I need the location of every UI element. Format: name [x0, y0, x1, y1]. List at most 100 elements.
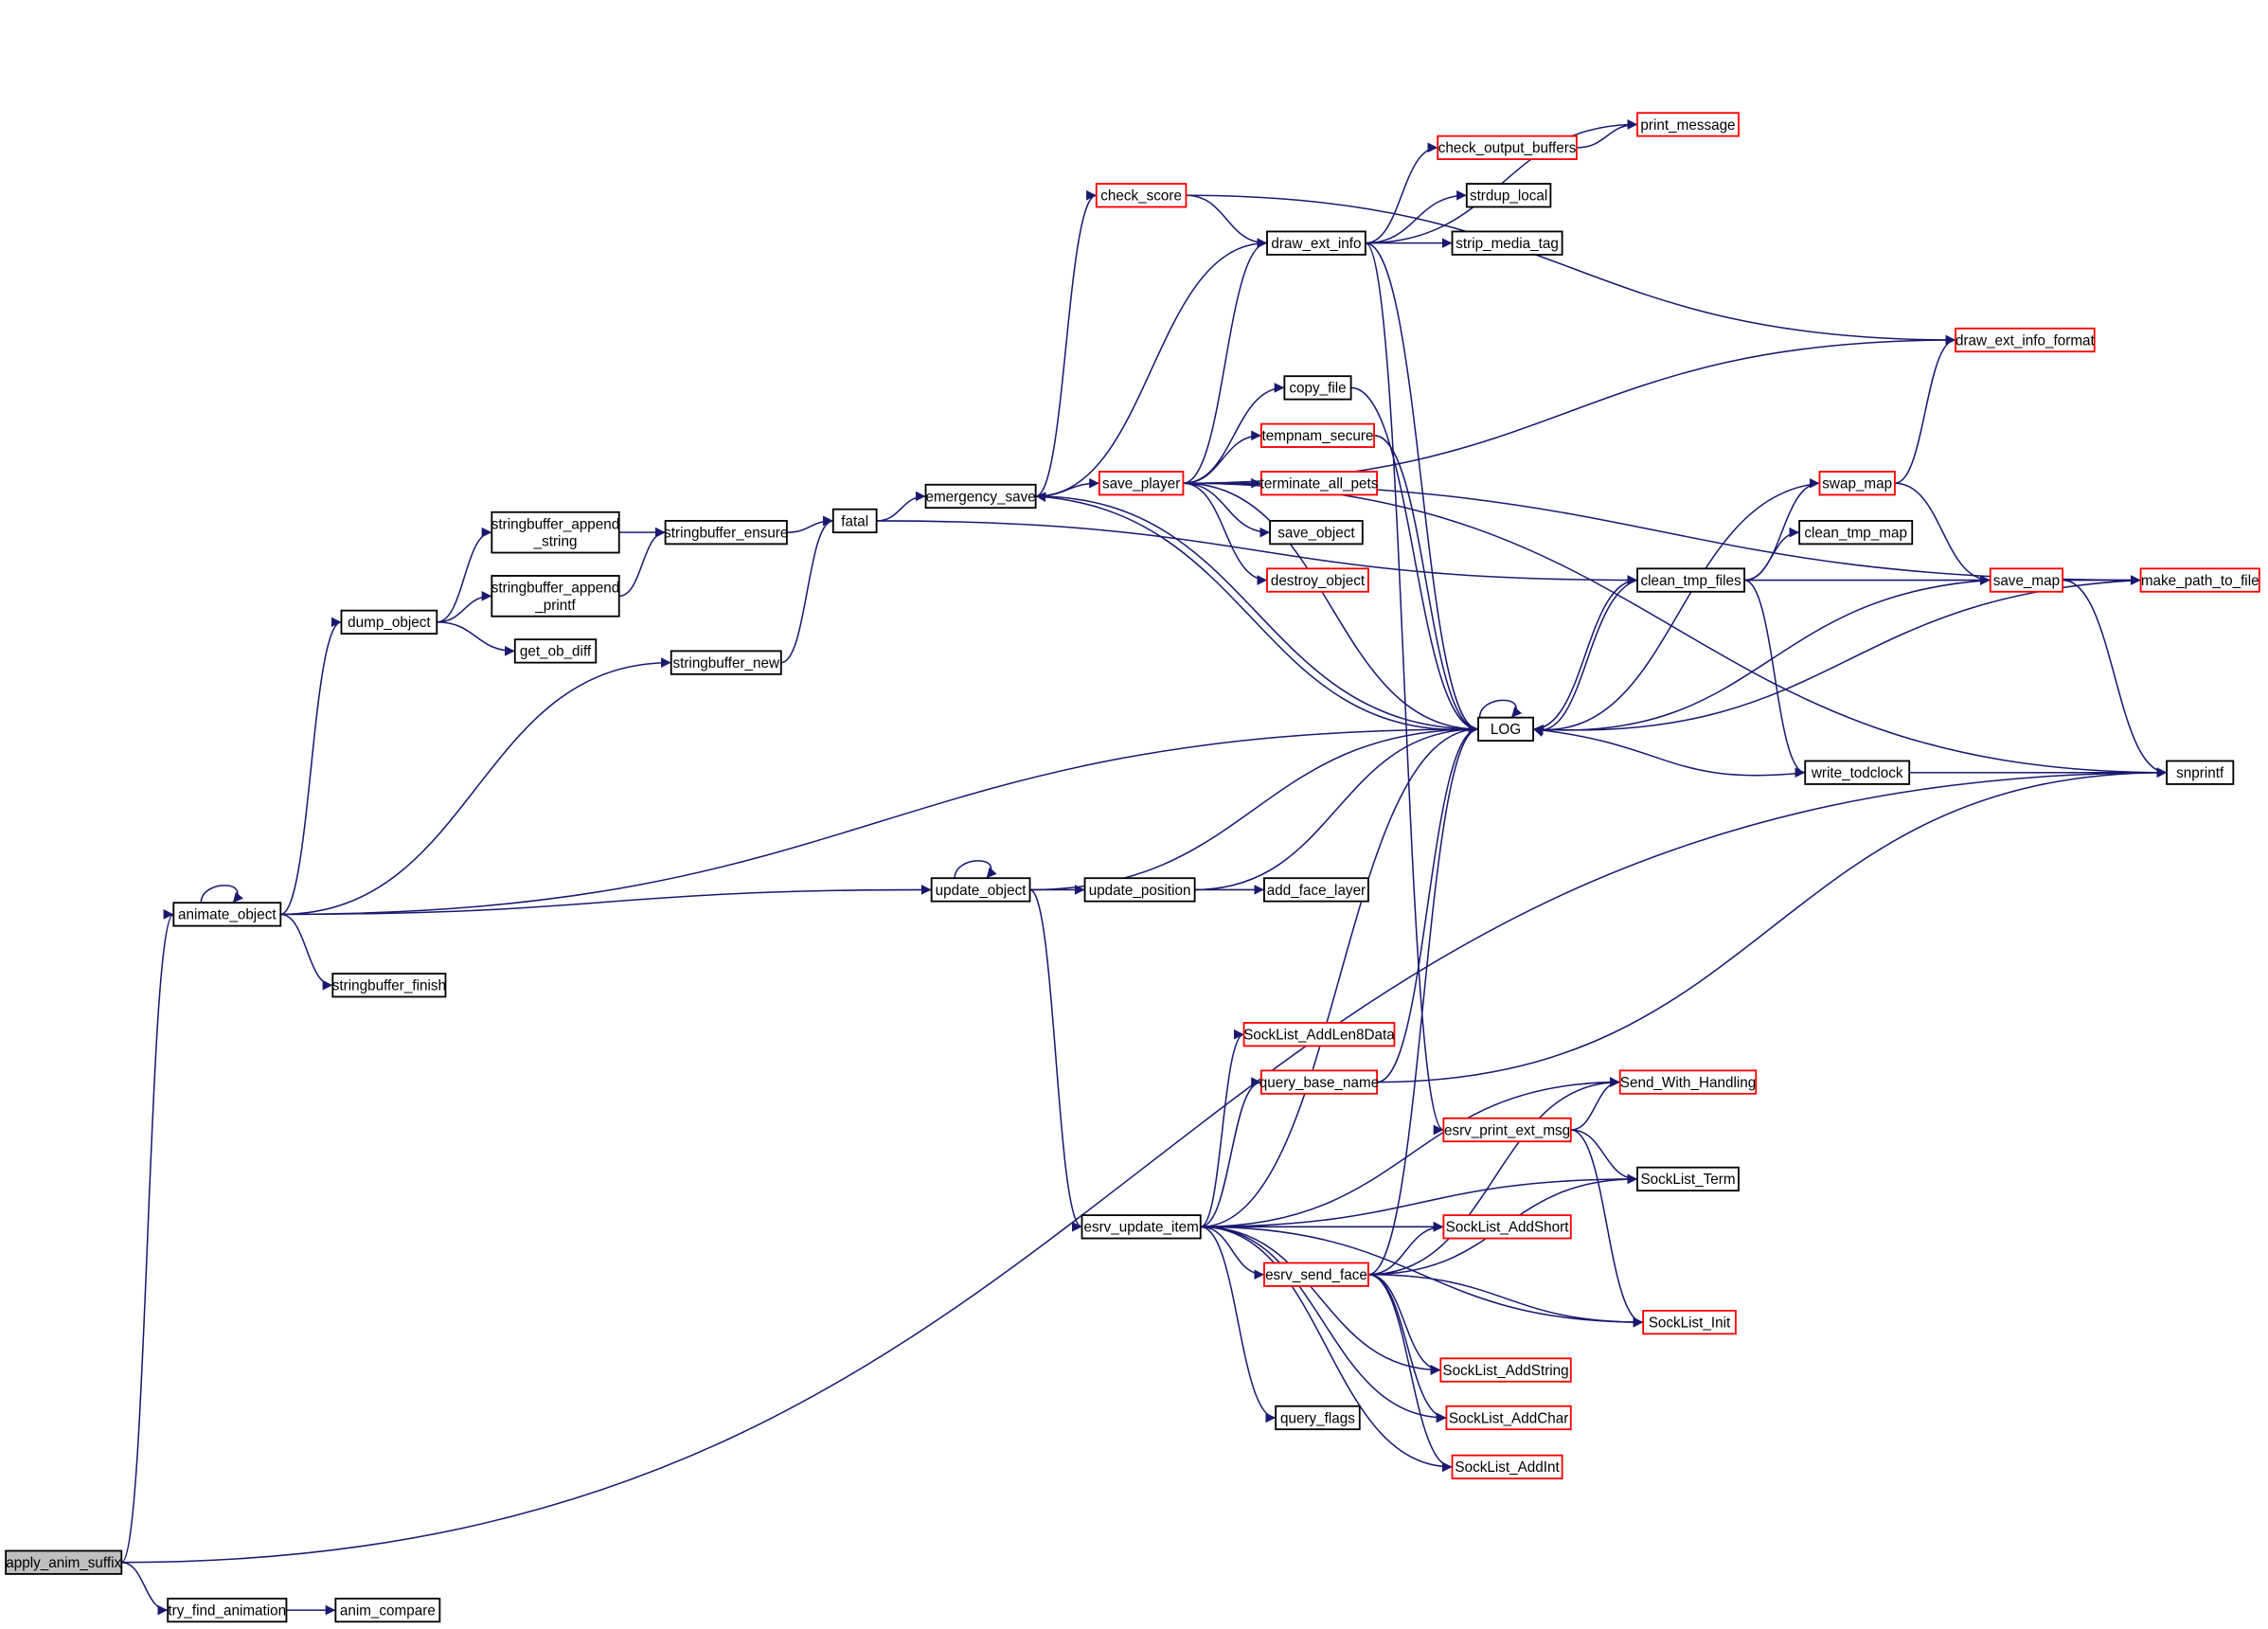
node-box[interactable]	[930, 877, 1031, 903]
node-box[interactable]	[1283, 375, 1352, 401]
node-box[interactable]	[1445, 1405, 1572, 1431]
node-copy_file[interactable]: copy_file	[1283, 375, 1352, 401]
node-SockList_AddChar[interactable]: SockList_AddChar	[1445, 1405, 1572, 1431]
node-box[interactable]	[1083, 877, 1196, 903]
node-save_map[interactable]: save_map	[1989, 567, 2064, 593]
node-box[interactable]	[1636, 1166, 1740, 1192]
node-Send_With_Handling[interactable]: Send_With_Handling	[1618, 1069, 1758, 1095]
node-clean_tmp_files[interactable]: clean_tmp_files	[1636, 567, 1745, 593]
node-box[interactable]	[1242, 1022, 1396, 1047]
node-box[interactable]	[1080, 1214, 1202, 1240]
node-SockList_AddShort[interactable]: SockList_AddShort	[1442, 1214, 1572, 1240]
node-apply_anim_suffix[interactable]: apply_anim_suffix	[5, 1549, 123, 1575]
node-box[interactable]	[1259, 1069, 1379, 1095]
node-snprintf[interactable]: snprintf	[2166, 760, 2235, 785]
node-dump_object[interactable]: dump_object	[340, 609, 438, 635]
node-box[interactable]	[167, 1597, 288, 1623]
node-box[interactable]	[1798, 520, 1914, 546]
node-draw_ext_info_format[interactable]: draw_ext_info_format	[1955, 327, 2096, 353]
node-box[interactable]	[1263, 877, 1369, 903]
node-esrv_print_ext_msg[interactable]: esrv_print_ext_msg	[1442, 1117, 1572, 1143]
node-box[interactable]	[491, 575, 620, 618]
node-box[interactable]	[1437, 134, 1578, 160]
node-draw_ext_info[interactable]: draw_ext_info	[1266, 230, 1366, 256]
node-query_flags[interactable]: query_flags	[1275, 1405, 1361, 1431]
node-box[interactable]	[1477, 716, 1534, 743]
node-query_base_name[interactable]: query_base_name	[1259, 1069, 1379, 1095]
node-box[interactable]	[1263, 1262, 1369, 1287]
node-check_output_buffers[interactable]: check_output_buffers	[1437, 134, 1578, 160]
node-box[interactable]	[1818, 471, 1896, 496]
node-write_todclock[interactable]: write_todclock	[1804, 760, 1911, 785]
node-SockList_AddInt[interactable]: SockList_AddInt	[1451, 1454, 1563, 1480]
node-strdup_local[interactable]: strdup_local	[1465, 183, 1552, 208]
node-box[interactable]	[1442, 1214, 1572, 1240]
node-swap_map[interactable]: swap_map	[1818, 471, 1896, 496]
node-destroy_object[interactable]: destroy_object	[1266, 567, 1369, 593]
node-box[interactable]	[1451, 230, 1563, 256]
node-stringbuffer_append_string[interactable]: stringbuffer_append _string	[491, 510, 620, 554]
node-box[interactable]	[924, 483, 1037, 510]
node-make_path_to_file[interactable]: make_path_to_file	[2139, 567, 2260, 593]
node-update_object[interactable]: update_object	[930, 877, 1031, 903]
node-box[interactable]	[1259, 422, 1375, 448]
node-SockList_Init[interactable]: SockList_Init	[1642, 1309, 1737, 1335]
node-esrv_update_item[interactable]: esrv_update_item	[1080, 1214, 1202, 1240]
node-tempnam_secure[interactable]: tempnam_secure	[1259, 422, 1375, 448]
node-box[interactable]	[670, 650, 782, 675]
node-box[interactable]	[1095, 183, 1188, 208]
node-box[interactable]	[1098, 471, 1185, 496]
node-box[interactable]	[1989, 567, 2064, 593]
node-animate_object[interactable]: animate_object	[172, 902, 282, 927]
node-SockList_AddLen8Data[interactable]: SockList_AddLen8Data	[1242, 1022, 1396, 1047]
node-box[interactable]	[2166, 760, 2235, 785]
node-box[interactable]	[664, 520, 788, 546]
node-LOG[interactable]: LOG	[1477, 716, 1534, 743]
node-box[interactable]	[172, 902, 282, 927]
node-box[interactable]	[334, 1597, 441, 1623]
node-box[interactable]	[1266, 567, 1369, 593]
node-box[interactable]	[491, 510, 620, 554]
node-check_score[interactable]: check_score	[1095, 183, 1188, 208]
node-anim_compare[interactable]: anim_compare	[334, 1597, 441, 1623]
node-box[interactable]	[1451, 1454, 1563, 1480]
node-stringbuffer_new[interactable]: stringbuffer_new	[670, 650, 782, 675]
node-SockList_Term[interactable]: SockList_Term	[1636, 1166, 1740, 1192]
node-SockList_AddString[interactable]: SockList_AddString	[1439, 1357, 1572, 1383]
node-box[interactable]	[1636, 567, 1745, 593]
node-box[interactable]	[2139, 567, 2260, 593]
node-box[interactable]	[340, 609, 438, 635]
node-print_message[interactable]: print_message	[1636, 112, 1740, 137]
node-strip_media_tag[interactable]: strip_media_tag	[1451, 230, 1563, 256]
node-emergency_save[interactable]: emergency_save	[924, 483, 1037, 510]
node-fatal[interactable]: fatal	[831, 508, 878, 534]
node-stringbuffer_finish[interactable]: stringbuffer_finish	[331, 973, 447, 998]
node-box[interactable]	[1266, 230, 1366, 256]
node-esrv_send_face[interactable]: esrv_send_face	[1263, 1262, 1369, 1287]
node-stringbuffer_append_printf[interactable]: stringbuffer_append_printf	[491, 575, 620, 618]
node-box[interactable]	[1955, 327, 2096, 353]
node-box[interactable]	[1275, 1405, 1361, 1431]
node-box[interactable]	[1442, 1117, 1572, 1143]
node-update_position[interactable]: update_position	[1083, 877, 1196, 903]
node-box[interactable]	[1269, 520, 1364, 546]
node-box[interactable]	[1439, 1357, 1572, 1383]
node-box[interactable]	[1642, 1309, 1737, 1335]
node-add_face_layer[interactable]: add_face_layer	[1263, 877, 1369, 903]
node-try_find_animation[interactable]: try_find_animation	[167, 1597, 288, 1623]
node-get_ob_diff[interactable]: get_ob_diff	[513, 638, 598, 664]
node-box[interactable]	[1259, 471, 1379, 496]
node-box[interactable]	[513, 638, 598, 664]
node-save_object[interactable]: save_object	[1269, 520, 1364, 546]
node-box[interactable]	[831, 508, 878, 534]
node-save_player[interactable]: save_player	[1098, 471, 1185, 496]
node-box[interactable]	[1636, 112, 1740, 137]
node-box[interactable]	[1804, 760, 1911, 785]
node-terminate_all_pets[interactable]: terminate_all_pets	[1259, 471, 1379, 496]
node-stringbuffer_ensure[interactable]: stringbuffer_ensure	[664, 520, 788, 546]
node-box[interactable]	[331, 973, 447, 998]
node-box[interactable]	[5, 1549, 123, 1575]
node-box[interactable]	[1618, 1069, 1758, 1095]
node-clean_tmp_map[interactable]: clean_tmp_map	[1798, 520, 1914, 546]
node-box[interactable]	[1465, 183, 1552, 208]
